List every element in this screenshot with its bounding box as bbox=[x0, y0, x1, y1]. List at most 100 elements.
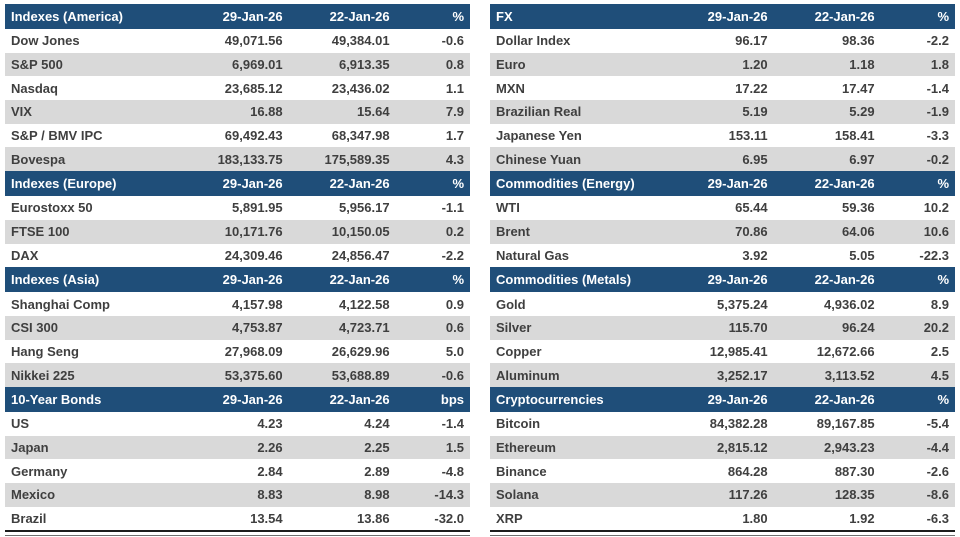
value-previous: 887.30 bbox=[834, 463, 875, 479]
change-unit-label: % bbox=[880, 171, 955, 197]
value-previous: 15.64 bbox=[288, 100, 396, 124]
table-row: Brazilian Real 5.19 5.29 -1.9 bbox=[490, 100, 955, 124]
date-column-1: 29-Jan-26 bbox=[657, 4, 774, 29]
value-current: 5.19 bbox=[657, 100, 774, 124]
value-previous: 5.05 bbox=[849, 247, 875, 263]
value-current: 6,969.01 bbox=[172, 52, 289, 77]
change-value: -0.6 bbox=[395, 363, 470, 387]
section-header-row: FX 29-Jan-26 22-Jan-26% bbox=[490, 4, 955, 29]
value-previous: 59.36 bbox=[842, 200, 875, 216]
value-current: 96.17 bbox=[735, 33, 768, 49]
table-row: Germany 2.84 2.89 -4.8 bbox=[5, 459, 470, 483]
change-value: 2.5 bbox=[930, 343, 949, 359]
table-row: Aluminum 3,252.17 3,113.52 4.5 bbox=[490, 363, 955, 387]
change-value: 20.2 bbox=[880, 315, 955, 340]
table-row: Silver 115.70 96.24 20.2 bbox=[490, 315, 955, 340]
change-value: 4.5 bbox=[880, 363, 955, 387]
value-previous: 2.25 bbox=[288, 435, 396, 460]
value-current: 1.20 bbox=[657, 52, 774, 77]
section-title: Indexes (Europe) bbox=[5, 171, 173, 197]
instrument-name: Aluminum bbox=[490, 363, 658, 387]
section-header-row: Cryptocurrencies 29-Jan-26 22-Jan-26% bbox=[490, 386, 955, 412]
table-row: Nasdaq 23,685.12 23,436.02 1.1 bbox=[5, 76, 470, 100]
double-bottom-border bbox=[5, 535, 470, 537]
change-value: -2.2 bbox=[441, 247, 464, 263]
change-value: -0.2 bbox=[880, 147, 955, 172]
date-column-2: 22-Jan-26 bbox=[288, 267, 396, 293]
value-previous: 17.47 bbox=[842, 80, 875, 96]
instrument-name: FTSE 100 bbox=[5, 219, 173, 244]
value-previous: 1.92 bbox=[849, 511, 875, 527]
value-current: 3.92 bbox=[742, 247, 768, 263]
change-unit-label: bps bbox=[395, 386, 470, 412]
value-previous: 5,956.17 bbox=[338, 200, 390, 216]
value-previous: 12,672.66 bbox=[816, 343, 875, 359]
value-previous: 64.06 bbox=[773, 219, 881, 244]
instrument-name: CSI 300 bbox=[5, 315, 173, 340]
change-value: -3.3 bbox=[926, 128, 949, 144]
value-previous: 128.35 bbox=[773, 483, 881, 507]
section-header-row: Indexes (Europe) 29-Jan-26 22-Jan-26% bbox=[5, 171, 470, 197]
change-value: -1.1 bbox=[441, 200, 464, 216]
change-value: -0.6 bbox=[441, 33, 464, 49]
change-value: -1.9 bbox=[880, 100, 955, 124]
date-column-1: 29-Jan-26 bbox=[172, 4, 289, 29]
date-column-2: 22-Jan-26 bbox=[773, 267, 881, 293]
value-previous: 158.41 bbox=[834, 128, 875, 144]
value-current: 70.86 bbox=[657, 219, 774, 244]
change-unit-label: % bbox=[880, 267, 955, 293]
value-current: 27,968.09 bbox=[224, 343, 283, 359]
section-header-row: Commodities (Metals) 29-Jan-26 22-Jan-26% bbox=[490, 267, 955, 293]
right-column: FX 29-Jan-26 22-Jan-26% Dollar Index 96.17 98… bbox=[490, 4, 955, 537]
value-current: 2.84 bbox=[257, 463, 283, 479]
market-table: Indexes (Asia) 29-Jan-26 22-Jan-26% Shangha… bbox=[5, 267, 470, 387]
value-previous: 89,167.85 bbox=[816, 416, 875, 432]
instrument-name: Mexico bbox=[5, 483, 173, 507]
date-column-1: 29-Jan-26 bbox=[657, 171, 774, 197]
instrument-name: Japanese Yen bbox=[496, 128, 582, 144]
change-value: -14.3 bbox=[395, 483, 470, 507]
instrument-name: Shanghai Comp bbox=[11, 296, 110, 312]
value-current: 153.11 bbox=[728, 128, 768, 144]
left-column: Indexes (America) 29-Jan-26 22-Jan-26% Dow … bbox=[5, 4, 470, 537]
table-row: VIX 16.88 15.64 7.9 bbox=[5, 100, 470, 124]
table-row: FTSE 100 10,171.76 10,150.05 0.2 bbox=[5, 219, 470, 244]
table-row: Nikkei 225 53,375.60 53,688.89 -0.6 bbox=[5, 363, 470, 387]
value-previous: 24,856.47 bbox=[331, 247, 390, 263]
table-row: Ethereum 2,815.12 2,943.23 -4.4 bbox=[490, 435, 955, 460]
value-previous: 4.24 bbox=[364, 416, 390, 432]
table-row: S&P / BMV IPC 69,492.43 68,347.98 1.7 bbox=[5, 124, 470, 148]
value-previous: 4,723.71 bbox=[288, 315, 396, 340]
change-value: -6.3 bbox=[926, 511, 949, 527]
date-column-2: 22-Jan-26 bbox=[288, 386, 396, 412]
date-column-2: 22-Jan-26 bbox=[288, 171, 396, 197]
date-column-1: 29-Jan-26 bbox=[657, 267, 774, 293]
market-table: Cryptocurrencies 29-Jan-26 22-Jan-26% Bitco… bbox=[490, 386, 955, 530]
section-title: 10-Year Bonds bbox=[5, 386, 173, 412]
instrument-name: Brazil bbox=[11, 511, 47, 527]
value-current: 3,252.17 bbox=[657, 363, 774, 387]
table-row: Dow Jones 49,071.56 49,384.01 -0.6 bbox=[5, 29, 470, 53]
date-column-1: 29-Jan-26 bbox=[172, 171, 289, 197]
value-current: 2.26 bbox=[172, 435, 289, 460]
change-value: 0.6 bbox=[395, 315, 470, 340]
table-row: Shanghai Comp 4,157.98 4,122.58 0.9 bbox=[5, 292, 470, 316]
instrument-name: Brent bbox=[490, 219, 658, 244]
table-row: CSI 300 4,753.87 4,723.71 0.6 bbox=[5, 315, 470, 340]
change-value: 5.0 bbox=[445, 343, 464, 359]
value-current: 13.54 bbox=[250, 511, 283, 527]
change-value: 10.2 bbox=[923, 200, 949, 216]
value-current: 69,492.43 bbox=[224, 128, 283, 144]
table-row: US 4.23 4.24 -1.4 bbox=[5, 412, 470, 436]
table-row: Euro 1.20 1.18 1.8 bbox=[490, 52, 955, 77]
value-current: 1.80 bbox=[742, 511, 768, 527]
value-previous: 10,150.05 bbox=[288, 219, 396, 244]
value-previous: 23,436.02 bbox=[331, 80, 390, 96]
change-value: -22.3 bbox=[919, 247, 949, 263]
value-current: 5,891.95 bbox=[232, 200, 283, 216]
market-table: Commodities (Energy) 29-Jan-26 22-Jan-26% W… bbox=[490, 171, 955, 267]
change-value: 10.6 bbox=[880, 219, 955, 244]
instrument-name: Natural Gas bbox=[496, 247, 569, 263]
instrument-name: Hang Seng bbox=[11, 343, 79, 359]
